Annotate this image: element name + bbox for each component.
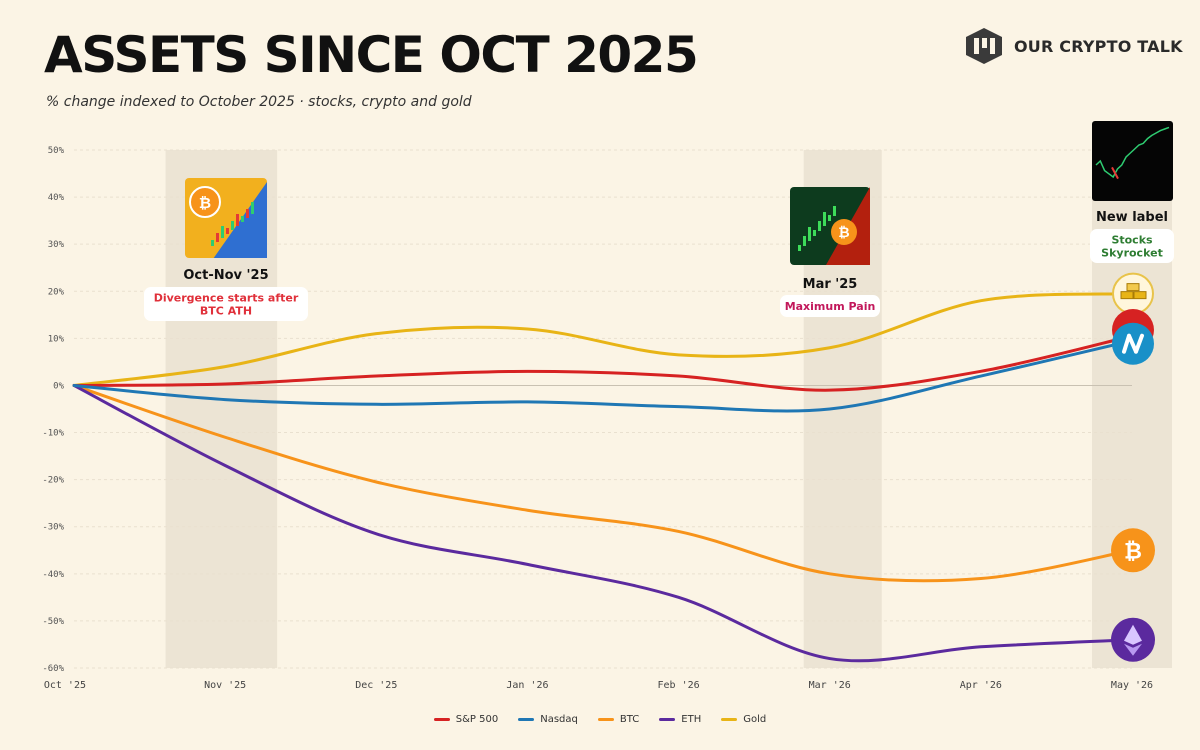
legend-item: BTC xyxy=(597,714,640,725)
legend-swatch xyxy=(721,718,738,721)
brand-logo: OUR CRYPTO TALK xyxy=(962,26,1183,66)
series-line-s-p-500 xyxy=(72,334,1134,392)
annotation-thumbnail: ₿ xyxy=(185,178,267,258)
svg-text:₿: ₿ xyxy=(1124,539,1142,564)
legend-swatch xyxy=(597,718,614,721)
annotation-note: Stocks xyxy=(1111,234,1153,247)
annotation-note: Divergence starts after xyxy=(154,292,299,305)
brand-name: OUR CRYPTO TALK xyxy=(1014,36,1183,56)
y-tick-label: -60% xyxy=(42,664,64,674)
legend-label: BTC xyxy=(619,714,640,725)
y-tick-label: -50% xyxy=(42,617,64,627)
legend-swatch xyxy=(659,718,676,721)
x-tick-label: Nov '25 xyxy=(204,680,246,691)
y-tick-label: -30% xyxy=(42,523,64,533)
x-tick-label: Feb '26 xyxy=(657,680,699,691)
x-tick-label: May '26 xyxy=(1111,680,1153,691)
annotation-note: Skyrocket xyxy=(1101,247,1163,260)
legend-label: ETH xyxy=(681,714,702,725)
legend-swatch xyxy=(433,718,450,721)
legend-item: Gold xyxy=(721,714,766,725)
x-tick-label: Dec '25 xyxy=(355,680,397,691)
svg-text:₿: ₿ xyxy=(199,194,211,212)
chart-legend: S&P 500 Nasdaq BTC ETH Gold xyxy=(0,714,1200,725)
series-line-btc xyxy=(72,383,1134,583)
legend-item: Nasdaq xyxy=(518,714,578,725)
annotation-pill: Maximum Pain xyxy=(780,295,880,317)
gold-bars-icon xyxy=(1112,272,1154,315)
annotation-title: Mar '25 xyxy=(803,277,858,292)
ethereum-icon xyxy=(1111,617,1155,662)
brand-hexagon-icon xyxy=(966,28,1002,64)
legend-label: S&P 500 xyxy=(455,714,499,725)
y-tick-label: 30% xyxy=(48,240,65,250)
y-tick-label: -20% xyxy=(42,476,64,486)
x-tick-label: Apr '26 xyxy=(960,680,1002,691)
y-tick-label: 50% xyxy=(48,146,65,156)
annotation-thumbnail: ₿ xyxy=(790,187,870,265)
x-tick-label: Jan '26 xyxy=(506,680,548,691)
y-tick-label: 0% xyxy=(53,381,64,391)
y-tick-label: 40% xyxy=(48,193,65,203)
annotation-note: BTC ATH xyxy=(200,305,252,318)
legend-item: S&P 500 xyxy=(433,714,499,725)
nasdaq-icon xyxy=(1112,322,1154,365)
x-tick-label: Oct '25 xyxy=(44,680,86,691)
x-tick-label: Mar '26 xyxy=(809,680,851,691)
highlight-band xyxy=(1092,150,1172,668)
y-tick-label: 10% xyxy=(48,334,65,344)
y-tick-label: -40% xyxy=(42,570,64,580)
annotation-thumbnail xyxy=(1092,121,1173,201)
bitcoin-icon: ₿ xyxy=(1111,528,1155,573)
legend-label: Gold xyxy=(743,714,767,725)
legend-swatch xyxy=(518,718,535,721)
series-line-eth xyxy=(72,383,1134,663)
legend-item: ETH xyxy=(659,714,701,725)
annotation-title: Oct-Nov '25 xyxy=(183,268,268,283)
svg-text:₿: ₿ xyxy=(838,225,849,241)
page-subtitle: % change indexed to October 2025 · stock… xyxy=(46,94,472,110)
series-line-gold xyxy=(72,292,1134,387)
series-line-nasdaq xyxy=(72,339,1134,413)
page-title: ASSETS SINCE OCT 2025 xyxy=(44,26,699,84)
annotation-title: New label xyxy=(1096,210,1168,225)
annotation-note: Maximum Pain xyxy=(785,300,876,313)
legend-label: Nasdaq xyxy=(540,714,578,725)
y-tick-label: -10% xyxy=(42,429,64,439)
y-tick-label: 20% xyxy=(48,287,65,297)
